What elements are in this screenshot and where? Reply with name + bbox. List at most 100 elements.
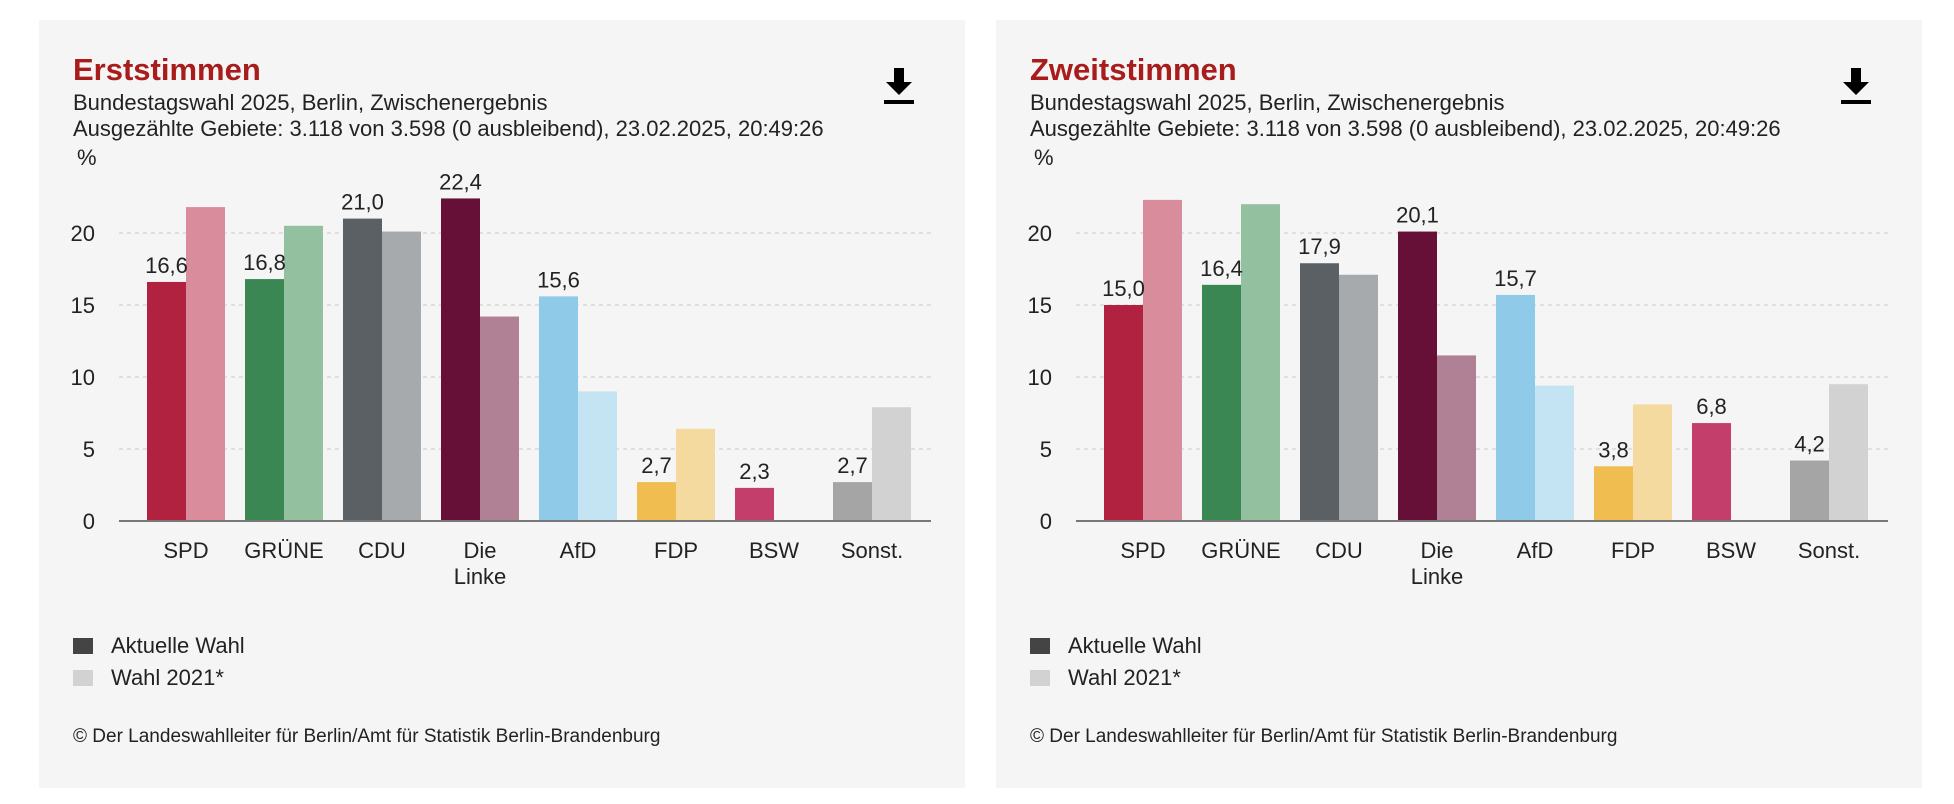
bar-current [1104, 305, 1143, 521]
data-label: 15,0 [1102, 276, 1145, 301]
legend-label: Wahl 2021* [1068, 665, 1181, 690]
bar-previous [284, 225, 323, 522]
data-label: 6,8 [1696, 394, 1727, 419]
chart-subtitle: Bundestagswahl 2025, Berlin, Zwischenerg… [73, 90, 548, 115]
y-tick-label: 5 [1040, 437, 1052, 462]
y-tick-label: 15 [1028, 293, 1052, 318]
data-label: 16,4 [1200, 256, 1243, 281]
data-label: 3,8 [1598, 437, 1629, 462]
y-tick-label: 15 [71, 293, 95, 318]
legend: Aktuelle Wahl Wahl 2021* [73, 630, 245, 694]
bar-previous [1143, 199, 1182, 521]
y-tick-label: 0 [1040, 509, 1052, 534]
legend-label: Aktuelle Wahl [111, 633, 245, 658]
chart-title: Zweitstimmen [1030, 52, 1237, 87]
copyright-note: © Der Landeswahlleiter für Berlin/Amt fü… [73, 726, 661, 747]
chart-title: Erststimmen [73, 52, 261, 87]
counting-status: Ausgezählte Gebiete: 3.118 von 3.598 (0 … [1030, 116, 1781, 141]
legend-item-current: Aktuelle Wahl [73, 630, 245, 662]
data-label: 15,6 [537, 267, 580, 292]
data-label: 20,1 [1396, 203, 1439, 228]
bar-chart: 0 5 10 15 20% 16,6 SPD 16,8 GRÜNE 21,0 CDU 22,4 DieL… [71, 145, 931, 589]
legend-swatch-current [1030, 638, 1050, 654]
y-tick-label: 5 [83, 437, 95, 462]
y-axis-label: % [77, 145, 97, 170]
bar-previous [382, 231, 421, 521]
bar-current [1202, 284, 1241, 521]
y-tick-label: 10 [71, 365, 95, 390]
x-tick-label: FDP [1611, 538, 1655, 563]
bar-previous [480, 316, 519, 521]
bar-current [539, 296, 578, 521]
bar-current [1790, 460, 1829, 521]
bar-previous [872, 407, 911, 521]
counting-status: Ausgezählte Gebiete: 3.118 von 3.598 (0 … [73, 116, 824, 141]
y-tick-label: 10 [1028, 365, 1052, 390]
y-tick-label: 20 [71, 221, 95, 246]
download-icon[interactable] [1839, 66, 1873, 106]
copyright-note: © Der Landeswahlleiter für Berlin/Amt fü… [1030, 726, 1618, 747]
x-tick-label: SPD [163, 538, 208, 563]
x-tick-label: BSW [749, 538, 799, 563]
x-tick-label: FDP [654, 538, 698, 563]
x-tick-label: Linke [454, 564, 507, 589]
bar-previous [1535, 385, 1574, 521]
bar-previous [578, 391, 617, 521]
y-axis-label: % [1034, 145, 1054, 170]
bar-previous [1339, 274, 1378, 521]
x-tick-label: BSW [1706, 538, 1756, 563]
data-label: 15,7 [1494, 266, 1537, 291]
bar-current [1692, 423, 1731, 521]
zweitstimmen-panel: Zweitstimmen Bundestagswahl 2025, Berlin… [996, 20, 1922, 788]
x-tick-label: Sonst. [841, 538, 903, 563]
legend-item-current: Aktuelle Wahl [1030, 630, 1202, 662]
data-label: 22,4 [439, 169, 482, 194]
x-tick-label: AfD [560, 538, 597, 563]
legend-item-previous: Wahl 2021* [73, 662, 245, 694]
legend-item-previous: Wahl 2021* [1030, 662, 1202, 694]
bar-previous [1241, 204, 1280, 521]
bar-previous [676, 428, 715, 521]
legend: Aktuelle Wahl Wahl 2021* [1030, 630, 1202, 694]
legend-label: Aktuelle Wahl [1068, 633, 1202, 658]
erststimmen-panel: Erststimmen Bundestagswahl 2025, Berlin,… [39, 20, 965, 788]
x-tick-label: GRÜNE [1201, 538, 1280, 563]
bar-current [245, 279, 284, 521]
data-label: 16,6 [145, 253, 188, 278]
data-label: 2,3 [739, 459, 770, 484]
x-tick-label: Die [463, 538, 496, 563]
bar-current [1300, 263, 1339, 521]
data-label: 16,8 [243, 250, 286, 275]
bar-current [343, 218, 382, 521]
bar-current [833, 482, 872, 521]
x-tick-label: SPD [1120, 538, 1165, 563]
chart-subtitle: Bundestagswahl 2025, Berlin, Zwischenerg… [1030, 90, 1505, 115]
bar-previous [1829, 384, 1868, 521]
data-label: 2,7 [641, 453, 672, 478]
legend-label: Wahl 2021* [111, 665, 224, 690]
x-tick-label: CDU [1315, 538, 1363, 563]
data-label: 17,9 [1298, 234, 1341, 259]
data-label: 21,0 [341, 190, 384, 215]
x-tick-label: CDU [358, 538, 406, 563]
download-icon[interactable] [882, 66, 916, 106]
data-label: 4,2 [1794, 432, 1825, 457]
y-tick-label: 0 [83, 509, 95, 534]
bar-current [735, 487, 774, 521]
bar-current [1594, 466, 1633, 521]
x-tick-label: AfD [1517, 538, 1554, 563]
bar-chart: 0 5 10 15 20% 15,0 SPD 16,4 GRÜNE 17,9 CDU 20,1 DieL… [1028, 145, 1888, 589]
x-tick-label: Die [1420, 538, 1453, 563]
bar-current [637, 482, 676, 521]
bar-current [147, 281, 186, 521]
bar-current [1398, 231, 1437, 521]
bar-current [441, 198, 480, 521]
bar-previous [186, 207, 225, 521]
data-label: 2,7 [837, 453, 868, 478]
bar-previous [1633, 404, 1672, 521]
legend-swatch-current [73, 638, 93, 654]
x-tick-label: Sonst. [1798, 538, 1860, 563]
x-tick-label: GRÜNE [244, 538, 323, 563]
y-tick-label: 20 [1028, 221, 1052, 246]
bar-previous [1437, 355, 1476, 521]
